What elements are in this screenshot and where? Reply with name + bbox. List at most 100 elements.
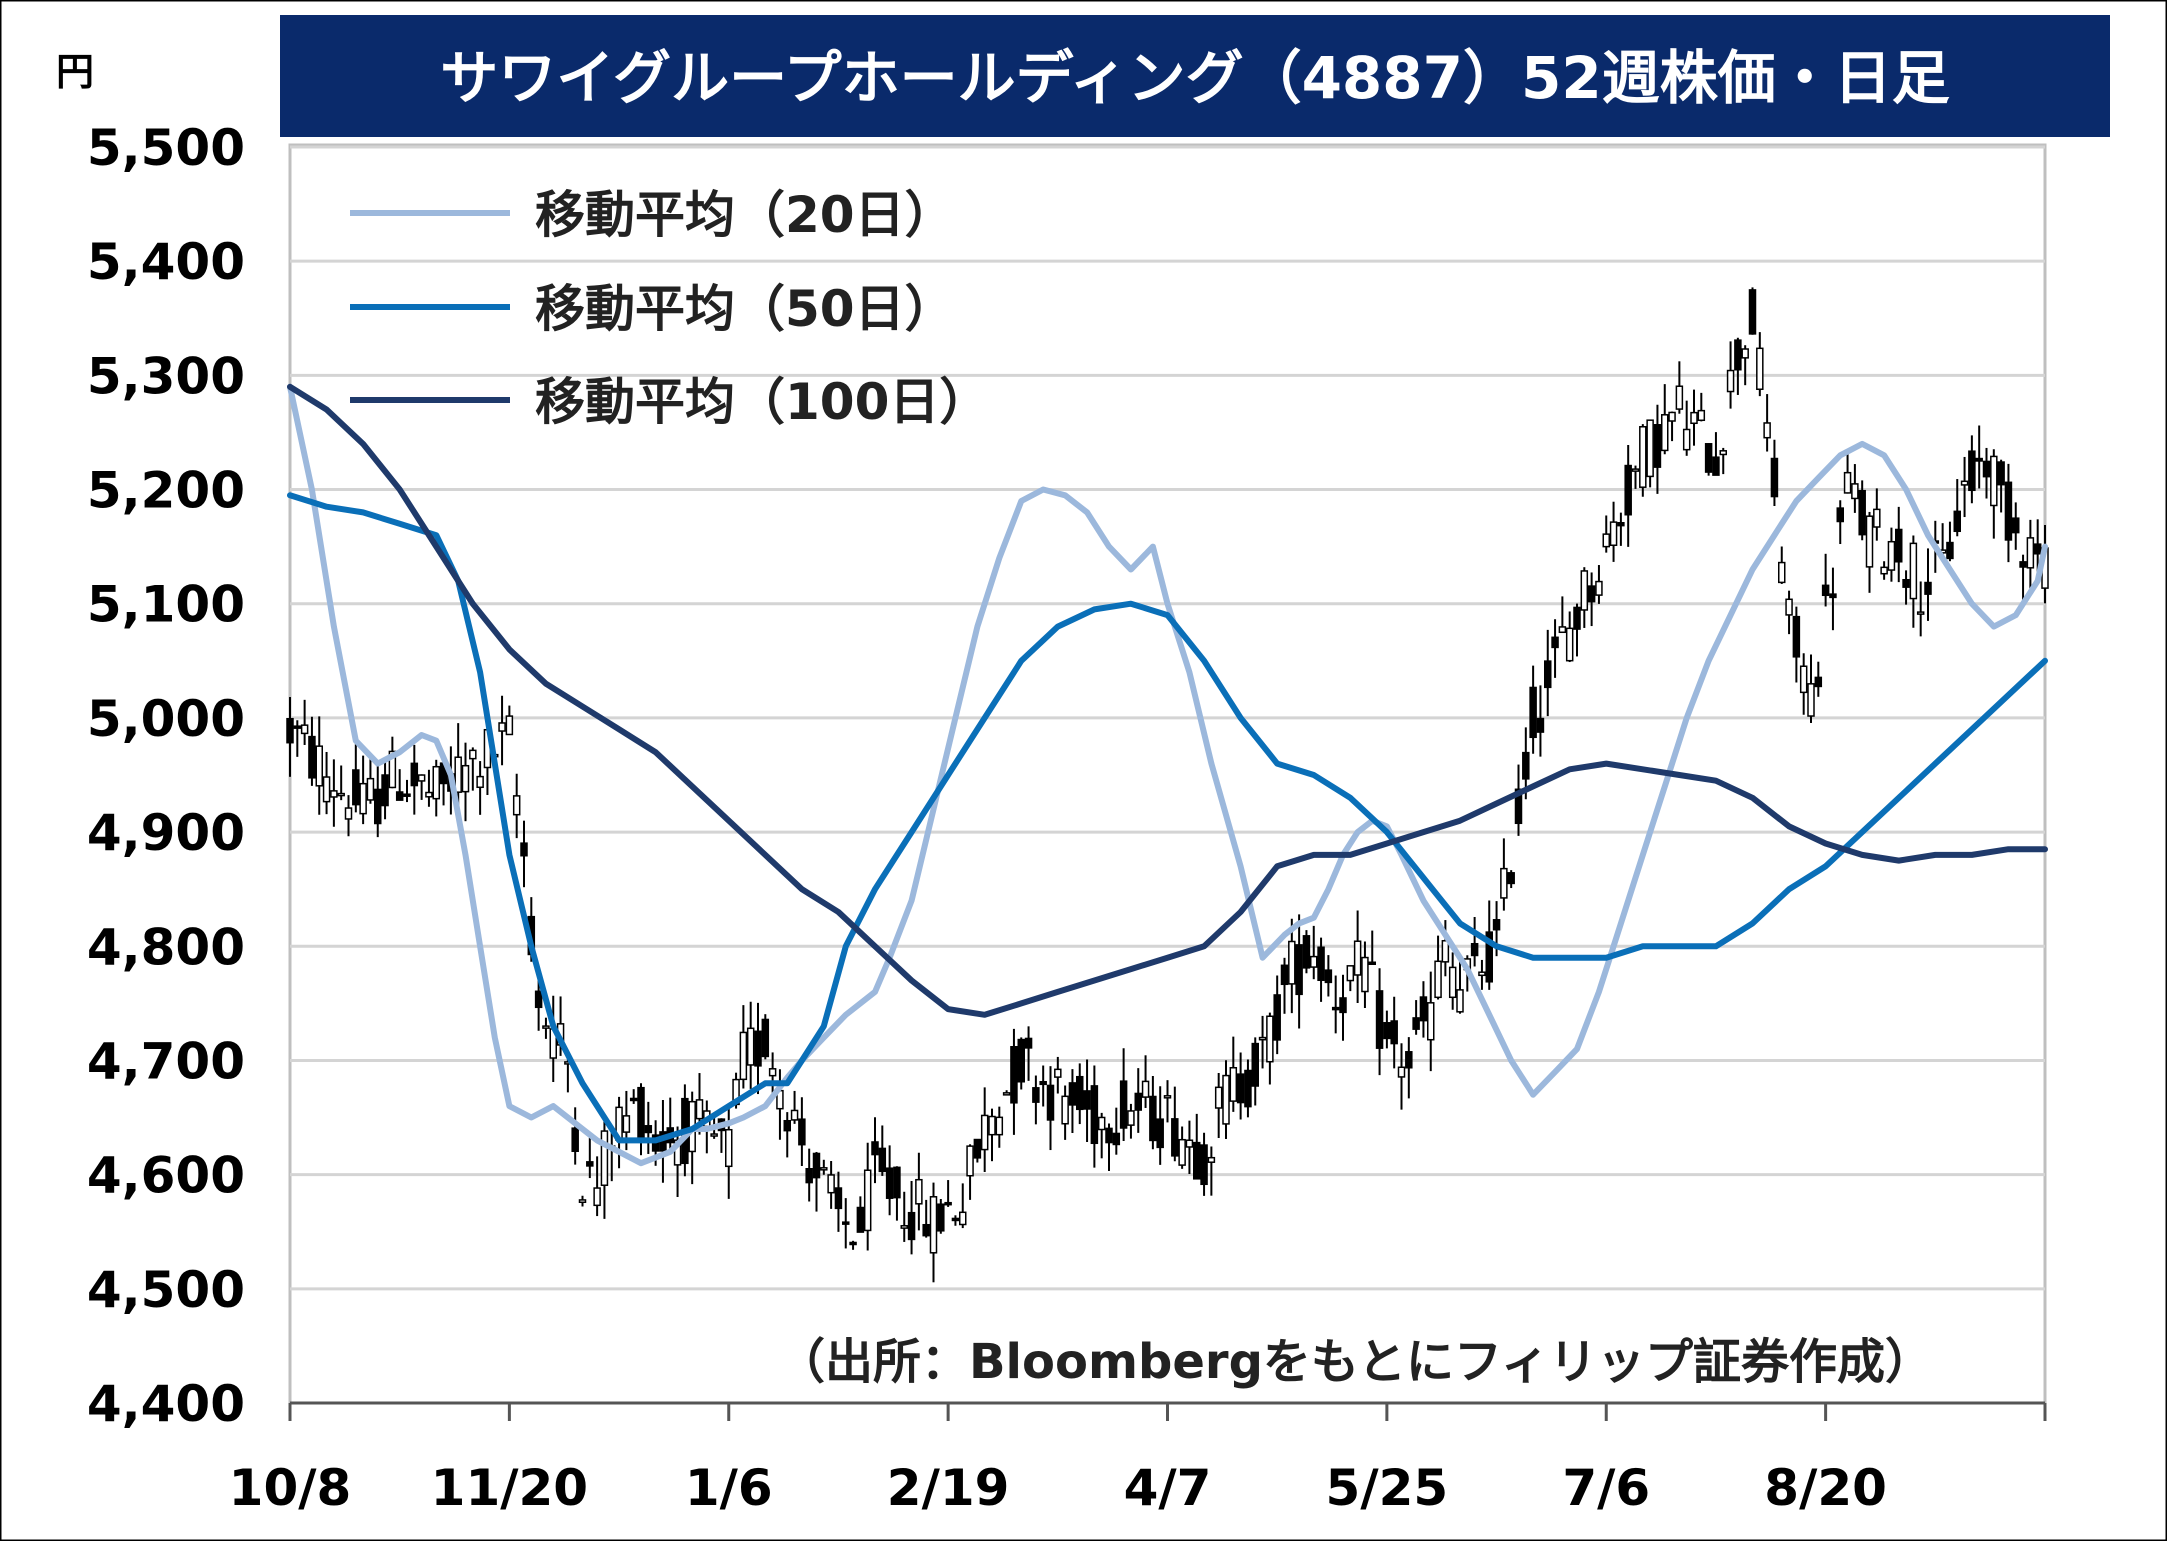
candle-body [1258, 1036, 1267, 1041]
candle-body [644, 1125, 653, 1134]
candle-body [1134, 1092, 1142, 1111]
candle-body [754, 1030, 762, 1067]
moving-average-lines [287, 383, 2048, 1167]
x-tick-label: 10/8 [229, 1459, 352, 1517]
candle-body [1778, 561, 1786, 584]
candle-body [1807, 683, 1815, 717]
candle-body [1639, 426, 1647, 488]
candle-body [900, 1225, 908, 1229]
candle-body [300, 724, 309, 735]
candle-body [820, 1167, 828, 1171]
candle-body [856, 1206, 865, 1233]
candle-body [1346, 965, 1355, 982]
candle-body [461, 764, 470, 793]
candle-body [959, 1211, 967, 1226]
candle-body [1405, 1051, 1413, 1069]
x-tick-label: 2/19 [887, 1459, 1010, 1517]
gridlines [290, 145, 2045, 1291]
candle-body [1361, 956, 1369, 993]
candle-body [395, 791, 404, 801]
x-tick-label: 1/6 [685, 1459, 773, 1517]
candle-body [878, 1147, 887, 1173]
candle-body [586, 1161, 594, 1167]
candle-body [1171, 1118, 1179, 1157]
candle-body [1375, 990, 1384, 1049]
candle-body [1785, 598, 1793, 616]
candle-body [1916, 611, 1925, 615]
candle-body [1646, 419, 1654, 478]
candle-body [1317, 946, 1325, 982]
candle-body [1661, 414, 1669, 452]
candle-body [330, 790, 338, 798]
candle-body [1522, 751, 1530, 780]
candle-body [1909, 542, 1918, 600]
candle-body [1002, 1092, 1011, 1096]
candle-body [849, 1241, 857, 1246]
candle-body [1024, 1037, 1033, 1049]
candle-body [1127, 1110, 1135, 1126]
candle-body [1368, 961, 1376, 966]
candle-body [352, 769, 360, 806]
candle-body [1302, 935, 1311, 969]
candle-body [1799, 665, 1808, 694]
candle-body [1244, 1069, 1252, 1108]
candle-body [1960, 480, 1969, 486]
y-tick-label: 4,700 [87, 1032, 245, 1090]
candle-body [410, 762, 419, 787]
candle-body [812, 1152, 821, 1179]
candle-body [359, 782, 367, 815]
x-tick-label: 8/20 [1764, 1459, 1887, 1517]
candle-body [805, 1168, 813, 1184]
candle-body [366, 777, 375, 801]
candle-body [578, 1199, 587, 1204]
candle-body [1478, 971, 1486, 977]
candle-body [1763, 422, 1771, 439]
chart-title: サワイグループホールディング（4887）52週株価・日足 [440, 44, 1949, 112]
candle-body [725, 1128, 733, 1168]
candle-body [1690, 411, 1698, 425]
legend: 移動平均（20日） 移動平均（50日） 移動平均（100日） [350, 186, 989, 431]
candle-body [1558, 626, 1567, 634]
ma20-line [287, 383, 2048, 1167]
candle-body [980, 1114, 989, 1151]
candle-body [629, 1097, 638, 1102]
candle-body [1719, 450, 1727, 456]
candle-body [1609, 521, 1618, 546]
candle-body [308, 735, 316, 779]
candle-body [469, 749, 477, 760]
candle-body [403, 793, 411, 797]
candle-body [1726, 369, 1735, 393]
candle-body [1017, 1038, 1025, 1083]
candle-body [1193, 1141, 1201, 1180]
candle-body [1829, 593, 1837, 599]
candle-body [1068, 1082, 1077, 1106]
candle-body [1434, 960, 1442, 999]
candle-body [1946, 541, 1954, 560]
candle-body [505, 715, 514, 736]
candle-body [381, 774, 389, 807]
candle-body [1682, 428, 1691, 451]
y-tick-label: 4,900 [87, 804, 245, 862]
candle-body [1485, 931, 1493, 983]
candle-body [1990, 455, 1998, 507]
candle-body [1288, 940, 1296, 985]
candle-body [1214, 1086, 1223, 1109]
candle-body [1280, 964, 1289, 986]
candle-body [1668, 411, 1676, 422]
candle-body [1141, 1080, 1150, 1098]
candle-body [1595, 580, 1603, 596]
candle-body [1229, 1067, 1238, 1102]
x-tick-label: 11/20 [431, 1459, 588, 1517]
candle-body [337, 792, 345, 797]
candle-body [1565, 627, 1574, 662]
candle-body [1814, 676, 1823, 688]
y-tick-label: 4,800 [87, 918, 245, 976]
candle-body [761, 1018, 770, 1058]
candle-body [1507, 872, 1515, 885]
candle-body [1163, 1095, 1172, 1099]
candle-body [944, 1201, 952, 1206]
candle-body [1880, 566, 1888, 575]
candle-body [929, 1196, 938, 1254]
candle-body [1544, 660, 1552, 689]
candle-body [1448, 966, 1457, 999]
